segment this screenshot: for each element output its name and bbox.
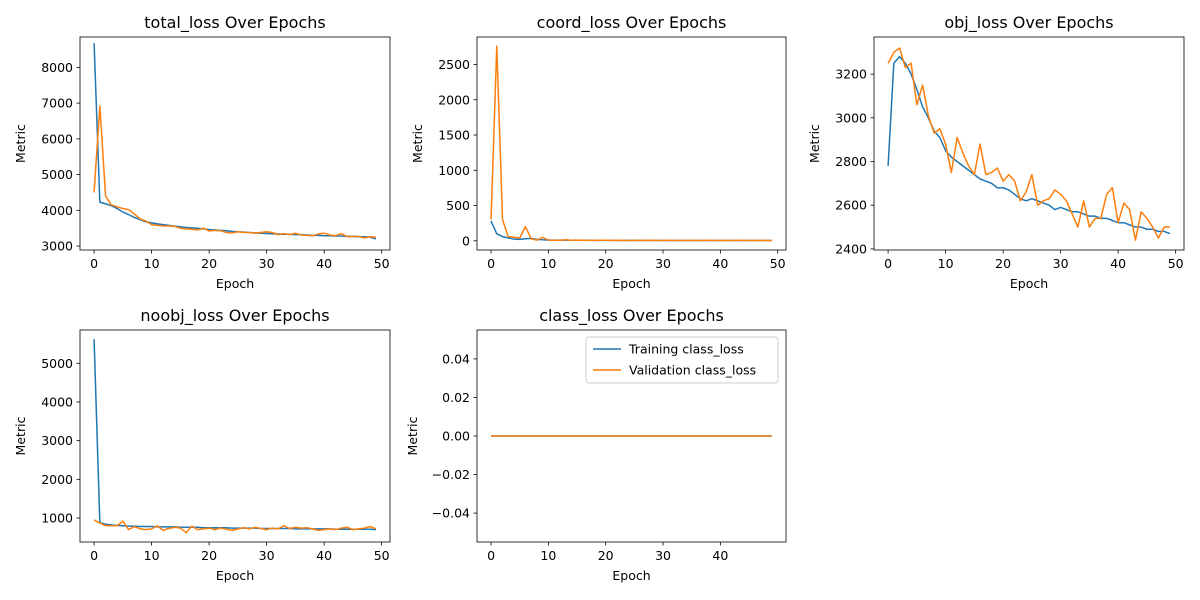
- validation-series-line: [490, 45, 772, 242]
- y-tick-label: 2500: [438, 57, 470, 72]
- x-axis-label: Epoch: [216, 568, 254, 583]
- x-tick-label: 40: [316, 548, 332, 563]
- y-axis-label: Metric: [13, 124, 28, 163]
- x-tick-label: 50: [374, 256, 390, 271]
- y-tick-label: 0.02: [442, 390, 470, 405]
- y-tick-label: 1000: [438, 163, 470, 178]
- subplot-5: 0 10 20 30 40 −0.04 −0.02 0.00 0.02 0.04 class_los…: [405, 306, 787, 583]
- x-tick-label: 40: [712, 548, 728, 563]
- x-tick-label: 20: [201, 548, 217, 563]
- x-axis-label: Epoch: [612, 276, 650, 291]
- y-tick-label: 3000: [41, 239, 73, 254]
- x-tick-label: 10: [144, 548, 160, 563]
- y-tick-label: 2600: [835, 198, 867, 213]
- x-tick-label: 0: [487, 256, 495, 271]
- validation-series-line: [93, 519, 377, 534]
- y-tick-label: 4000: [41, 203, 73, 218]
- x-axis-label: Epoch: [612, 568, 650, 583]
- y-tick-label: 4000: [41, 394, 73, 409]
- subplot-title: noobj_loss Over Epochs: [140, 306, 329, 326]
- axes-frame: [79, 36, 391, 251]
- validation-series-line: [93, 105, 376, 239]
- x-tick-label: 10: [540, 256, 556, 271]
- y-tick-label: 0.04: [442, 351, 470, 366]
- legend-box: [585, 336, 779, 384]
- y-tick-label: 500: [446, 198, 470, 213]
- y-tick-label: 1500: [438, 128, 470, 143]
- axes-frame: [79, 329, 391, 543]
- y-tick-label: 2800: [835, 154, 867, 169]
- y-tick-label: 8000: [41, 60, 73, 75]
- x-tick-label: 20: [598, 548, 614, 563]
- x-tick-label: 30: [259, 548, 275, 563]
- x-tick-label: 30: [655, 256, 671, 271]
- x-tick-label: 40: [316, 256, 332, 271]
- y-tick-label: 1000: [41, 511, 73, 526]
- subplot-title: obj_loss Over Epochs: [944, 13, 1113, 33]
- validation-series-line: [887, 47, 1170, 241]
- y-tick-label: 3000: [835, 110, 867, 125]
- subplot-title: coord_loss Over Epochs: [537, 13, 727, 33]
- x-tick-label: 0: [90, 256, 98, 271]
- x-tick-label: 40: [712, 256, 728, 271]
- x-tick-label: 50: [770, 256, 786, 271]
- y-tick-label: 0: [462, 233, 470, 248]
- y-axis-label: Metric: [807, 124, 822, 163]
- x-tick-label: 0: [487, 548, 495, 563]
- x-tick-label: 20: [995, 256, 1011, 271]
- subplot-4: 0 10 20 30 40 50 1000 2000 3000 4000 5000 noobj_los…: [13, 306, 391, 583]
- y-tick-label: 3000: [41, 433, 73, 448]
- x-tick-label: 30: [655, 548, 671, 563]
- x-tick-label: 20: [598, 256, 614, 271]
- x-tick-label: 20: [201, 256, 217, 271]
- x-tick-label: 30: [259, 256, 275, 271]
- x-tick-label: 40: [1110, 256, 1126, 271]
- x-tick-label: 10: [540, 548, 556, 563]
- x-axis-label: Epoch: [216, 276, 254, 291]
- y-axis-label: Metric: [13, 416, 28, 455]
- x-tick-label: 50: [1168, 256, 1184, 271]
- y-tick-label: 2000: [438, 92, 470, 107]
- x-tick-label: 30: [1053, 256, 1069, 271]
- subplot-3: 0 10 20 30 40 50 2400 2600 2800 3000 3200 obj_loss …: [807, 13, 1185, 291]
- x-tick-label: 0: [884, 256, 892, 271]
- x-tick-label: 0: [90, 548, 98, 563]
- y-tick-label: −0.02: [432, 467, 470, 482]
- axes-frame: [476, 36, 787, 251]
- y-axis-label: Metric: [405, 416, 420, 455]
- y-tick-label: 2400: [835, 241, 867, 256]
- subplot-title: total_loss Over Epochs: [144, 13, 325, 33]
- y-tick-label: 0.00: [442, 429, 470, 444]
- x-axis-label: Epoch: [1010, 276, 1048, 291]
- y-tick-label: 6000: [41, 131, 73, 146]
- subplot-title: class_loss Over Epochs: [539, 306, 724, 326]
- legend: Training class_loss Validation class_loss: [585, 336, 779, 384]
- x-tick-label: 10: [938, 256, 954, 271]
- y-tick-label: 5000: [41, 167, 73, 182]
- subplot-1: 0 10 20 30 40 50 3000 4000 5000 6000 7000 8000 total…: [13, 13, 391, 291]
- y-tick-label: 2000: [41, 472, 73, 487]
- x-tick-label: 50: [374, 548, 390, 563]
- x-tick-label: 10: [144, 256, 160, 271]
- y-axis-label: Metric: [410, 124, 425, 163]
- y-tick-label: −0.04: [432, 506, 470, 521]
- axes-frame: [873, 36, 1185, 251]
- y-tick-label: 3200: [835, 67, 867, 82]
- legend-label-training: Training class_loss: [628, 342, 744, 357]
- legend-label-validation: Validation class_loss: [629, 363, 756, 378]
- subplot-2: 0 10 20 30 40 5005001000150020002500coord_los…: [410, 13, 787, 291]
- y-tick-label: 7000: [41, 96, 73, 111]
- y-tick-label: 5000: [41, 356, 73, 371]
